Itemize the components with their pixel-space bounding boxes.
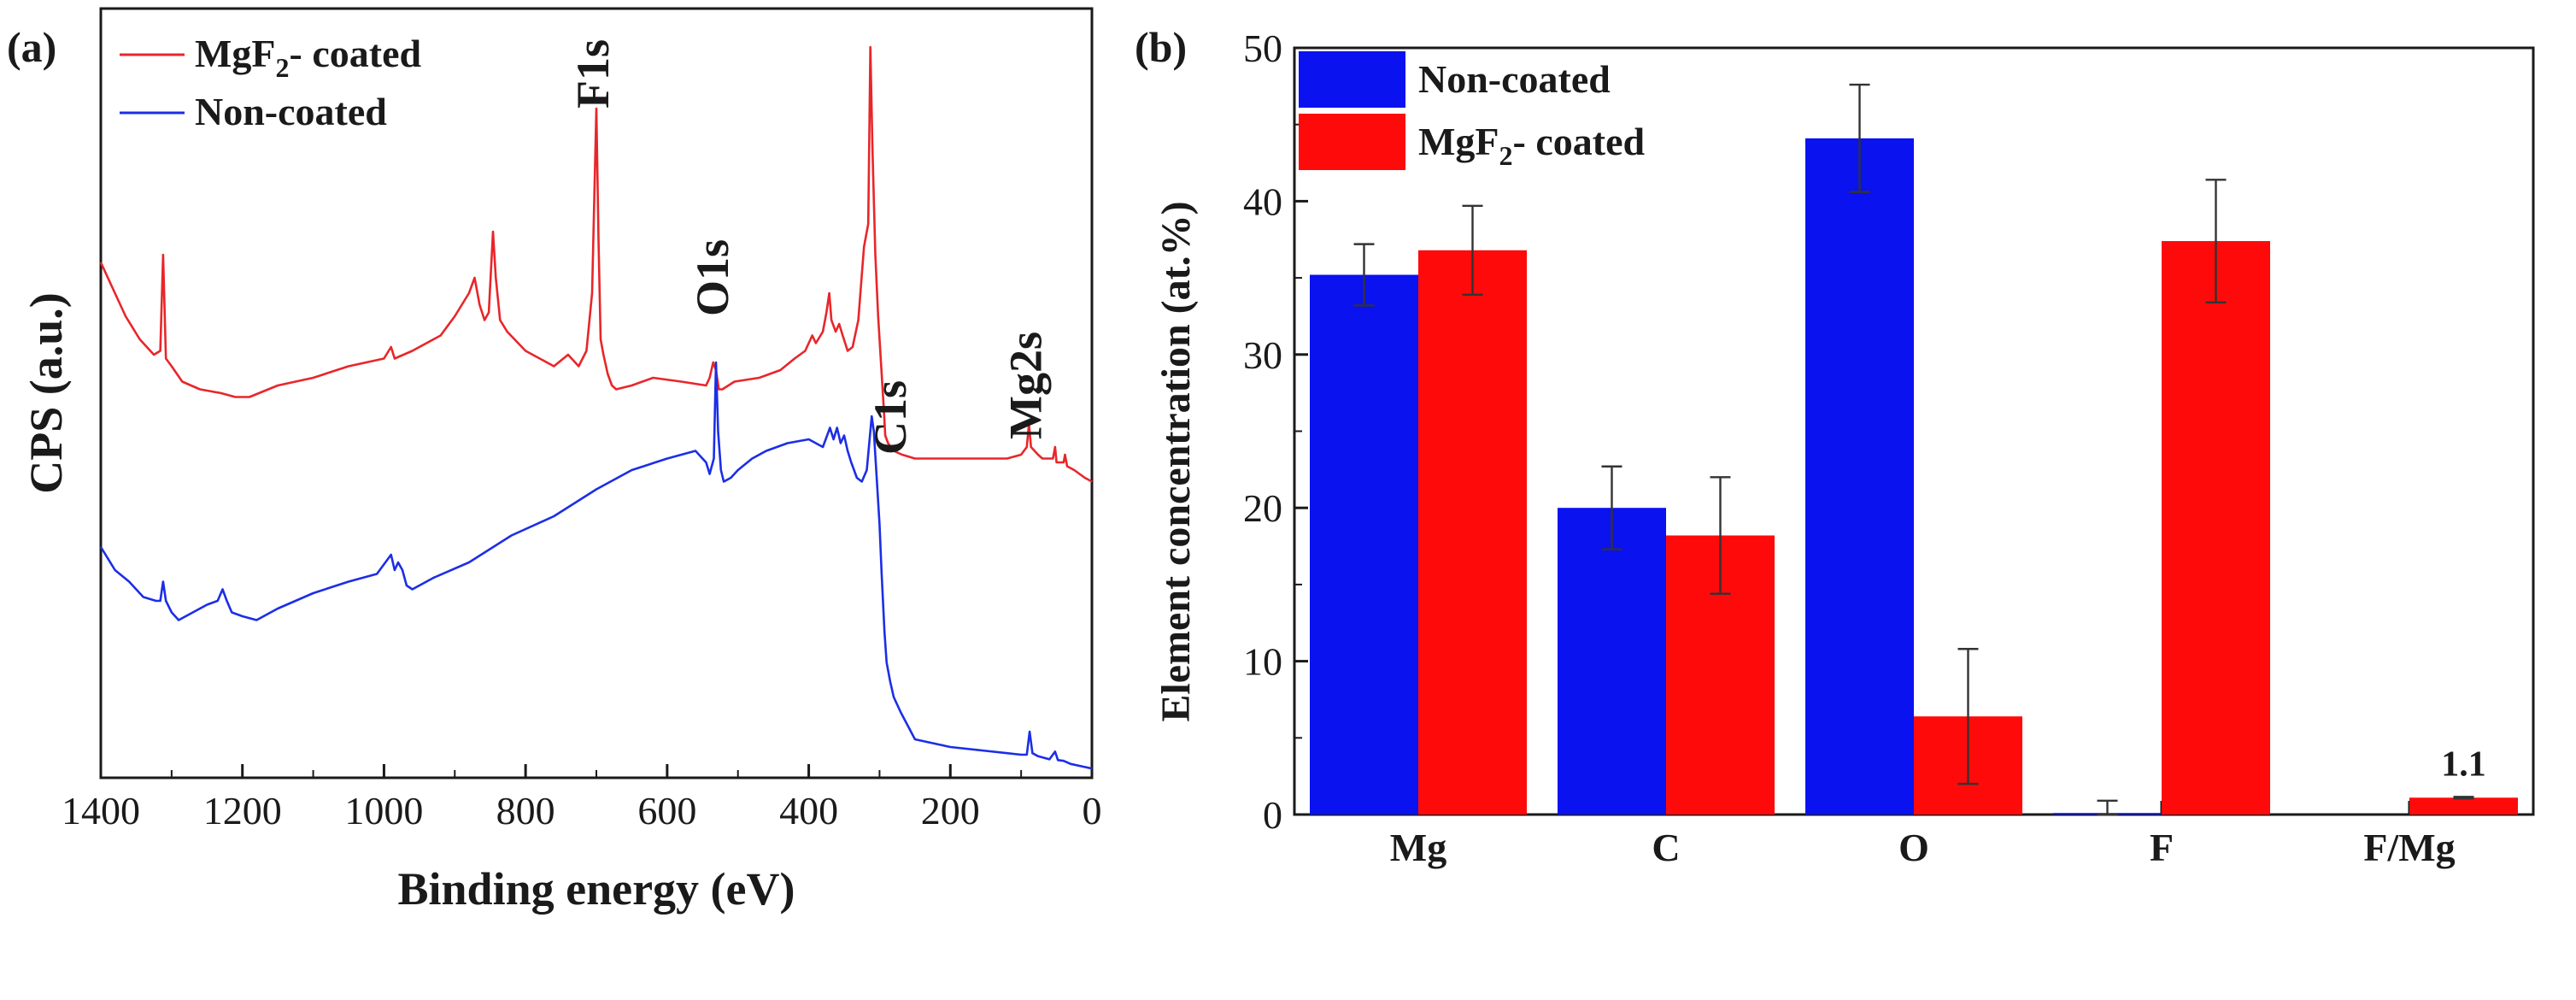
panel-b-y-tick-label: 0 xyxy=(1263,793,1282,837)
legend-label-mgf2-coated: MgF2- coated xyxy=(1418,120,1645,171)
bar-non-coated-o xyxy=(1805,138,1914,815)
panel-b-category-label: O xyxy=(1898,826,1929,869)
error-bar-non-coated-f xyxy=(2097,799,2118,816)
legend-label-subscript: 2 xyxy=(276,52,290,83)
panel-a-label: (a) xyxy=(7,23,56,71)
panel-b-bar-series xyxy=(1310,83,2518,816)
panel-a-peak-labels: F1s O1s C1s Mg2s xyxy=(567,39,1051,455)
series-line-mgf2-coated xyxy=(99,45,1093,483)
panel-b-y-tick-label: 40 xyxy=(1243,179,1282,223)
legend-swatch-non-coated xyxy=(1299,51,1405,108)
error-bar-non-coated-c xyxy=(1601,465,1622,550)
panel-a-legend: MgF2- coated Non-coated xyxy=(120,32,421,133)
data-label-f-mg: 1.1 xyxy=(2441,744,2486,784)
panel-b-label: (b) xyxy=(1135,23,1187,71)
panel-b-y-tick-label: 50 xyxy=(1243,26,1282,70)
panel-b-y-tick-label: 10 xyxy=(1243,640,1282,684)
panel-b-category-label: C xyxy=(1652,826,1680,869)
bar-mgf2-coated-f-mg xyxy=(2409,797,2518,815)
panel-b-y-tick-label: 30 xyxy=(1243,333,1282,377)
panel-a-x-tick-label: 800 xyxy=(496,789,555,832)
peak-label-c1s: C1s xyxy=(865,380,916,455)
panel-b-category-label: F xyxy=(2150,826,2174,869)
legend-label-suffix: - coated xyxy=(1513,120,1646,163)
panel-b-y-tick-label: 20 xyxy=(1243,486,1282,530)
panel-a-spectrum: (a) 1400 1200 1000 800 600 400 200 0 F1s O1s C1s M… xyxy=(7,7,1102,915)
panel-a-x-tick-label: 1400 xyxy=(62,789,140,832)
panel-a-x-tick-label: 200 xyxy=(921,789,980,832)
bar-non-coated-mg xyxy=(1310,274,1418,815)
panel-b-category-label: Mg xyxy=(1390,826,1446,869)
legend-swatch-mgf2-coated xyxy=(1299,114,1405,170)
panel-b-y-axis-label: Element concentration (at.%) xyxy=(1153,201,1199,721)
legend-label-subscript: 2 xyxy=(1499,140,1513,171)
panel-a-x-tick-label: 600 xyxy=(637,789,696,832)
bar-non-coated-c xyxy=(1558,508,1666,815)
error-bar-non-coated-mg xyxy=(1353,243,1375,307)
series-line-non-coated xyxy=(99,361,1093,770)
error-bar-mgf2-coated-o xyxy=(1957,648,1979,785)
panel-a-x-axis-label: Binding energy (eV) xyxy=(398,863,795,915)
panel-a-x-ticks: 1400 1200 1000 800 600 400 200 0 xyxy=(62,764,1102,832)
legend-label-prefix: MgF xyxy=(195,32,276,75)
legend-label-prefix: MgF xyxy=(1418,120,1499,163)
bar-mgf2-coated-mg xyxy=(1418,250,1527,815)
panel-b-bars: (b) 0 10 20 30 40 50 Mg C O F F/Mg 1.1 Non-coated M… xyxy=(1135,23,2535,869)
error-bar-non-coated-o xyxy=(1849,83,1870,193)
panel-a-x-tick-label: 0 xyxy=(1083,789,1102,832)
bar-mgf2-coated-f xyxy=(2162,241,2270,815)
error-bar-mgf2-coated-f xyxy=(2205,179,2227,304)
error-bar-mgf2-coated-c xyxy=(1710,476,1731,595)
panel-b-data-labels: 1.1 xyxy=(2441,744,2486,784)
peak-label-mg2s: Mg2s xyxy=(1000,332,1051,439)
panel-a-series xyxy=(99,45,1093,770)
legend-label-mgf2-coated: MgF2- coated xyxy=(195,32,421,83)
panel-a-x-tick-label: 1000 xyxy=(344,789,423,832)
panel-a-y-axis-label: CPS (a.u.) xyxy=(21,292,72,494)
panel-b-category-label: F/Mg xyxy=(2363,826,2455,869)
error-bar-mgf2-coated-f-mg xyxy=(2453,796,2474,800)
error-bar-mgf2-coated-mg xyxy=(1462,204,1483,297)
panel-b-axis-ticks: 0 10 20 30 40 50 Mg C O F F/Mg xyxy=(1243,26,2456,869)
panel-a-x-tick-label: 1200 xyxy=(203,789,282,832)
panel-a-x-tick-label: 400 xyxy=(779,789,838,832)
legend-label-non-coated: Non-coated xyxy=(195,90,387,133)
peak-label-f1s: F1s xyxy=(567,39,619,109)
peak-label-o1s: O1s xyxy=(687,239,738,316)
legend-label-suffix: - coated xyxy=(290,32,422,75)
panel-b-legend: Non-coated MgF2- coated xyxy=(1299,51,1645,171)
legend-label-non-coated: Non-coated xyxy=(1418,57,1611,101)
